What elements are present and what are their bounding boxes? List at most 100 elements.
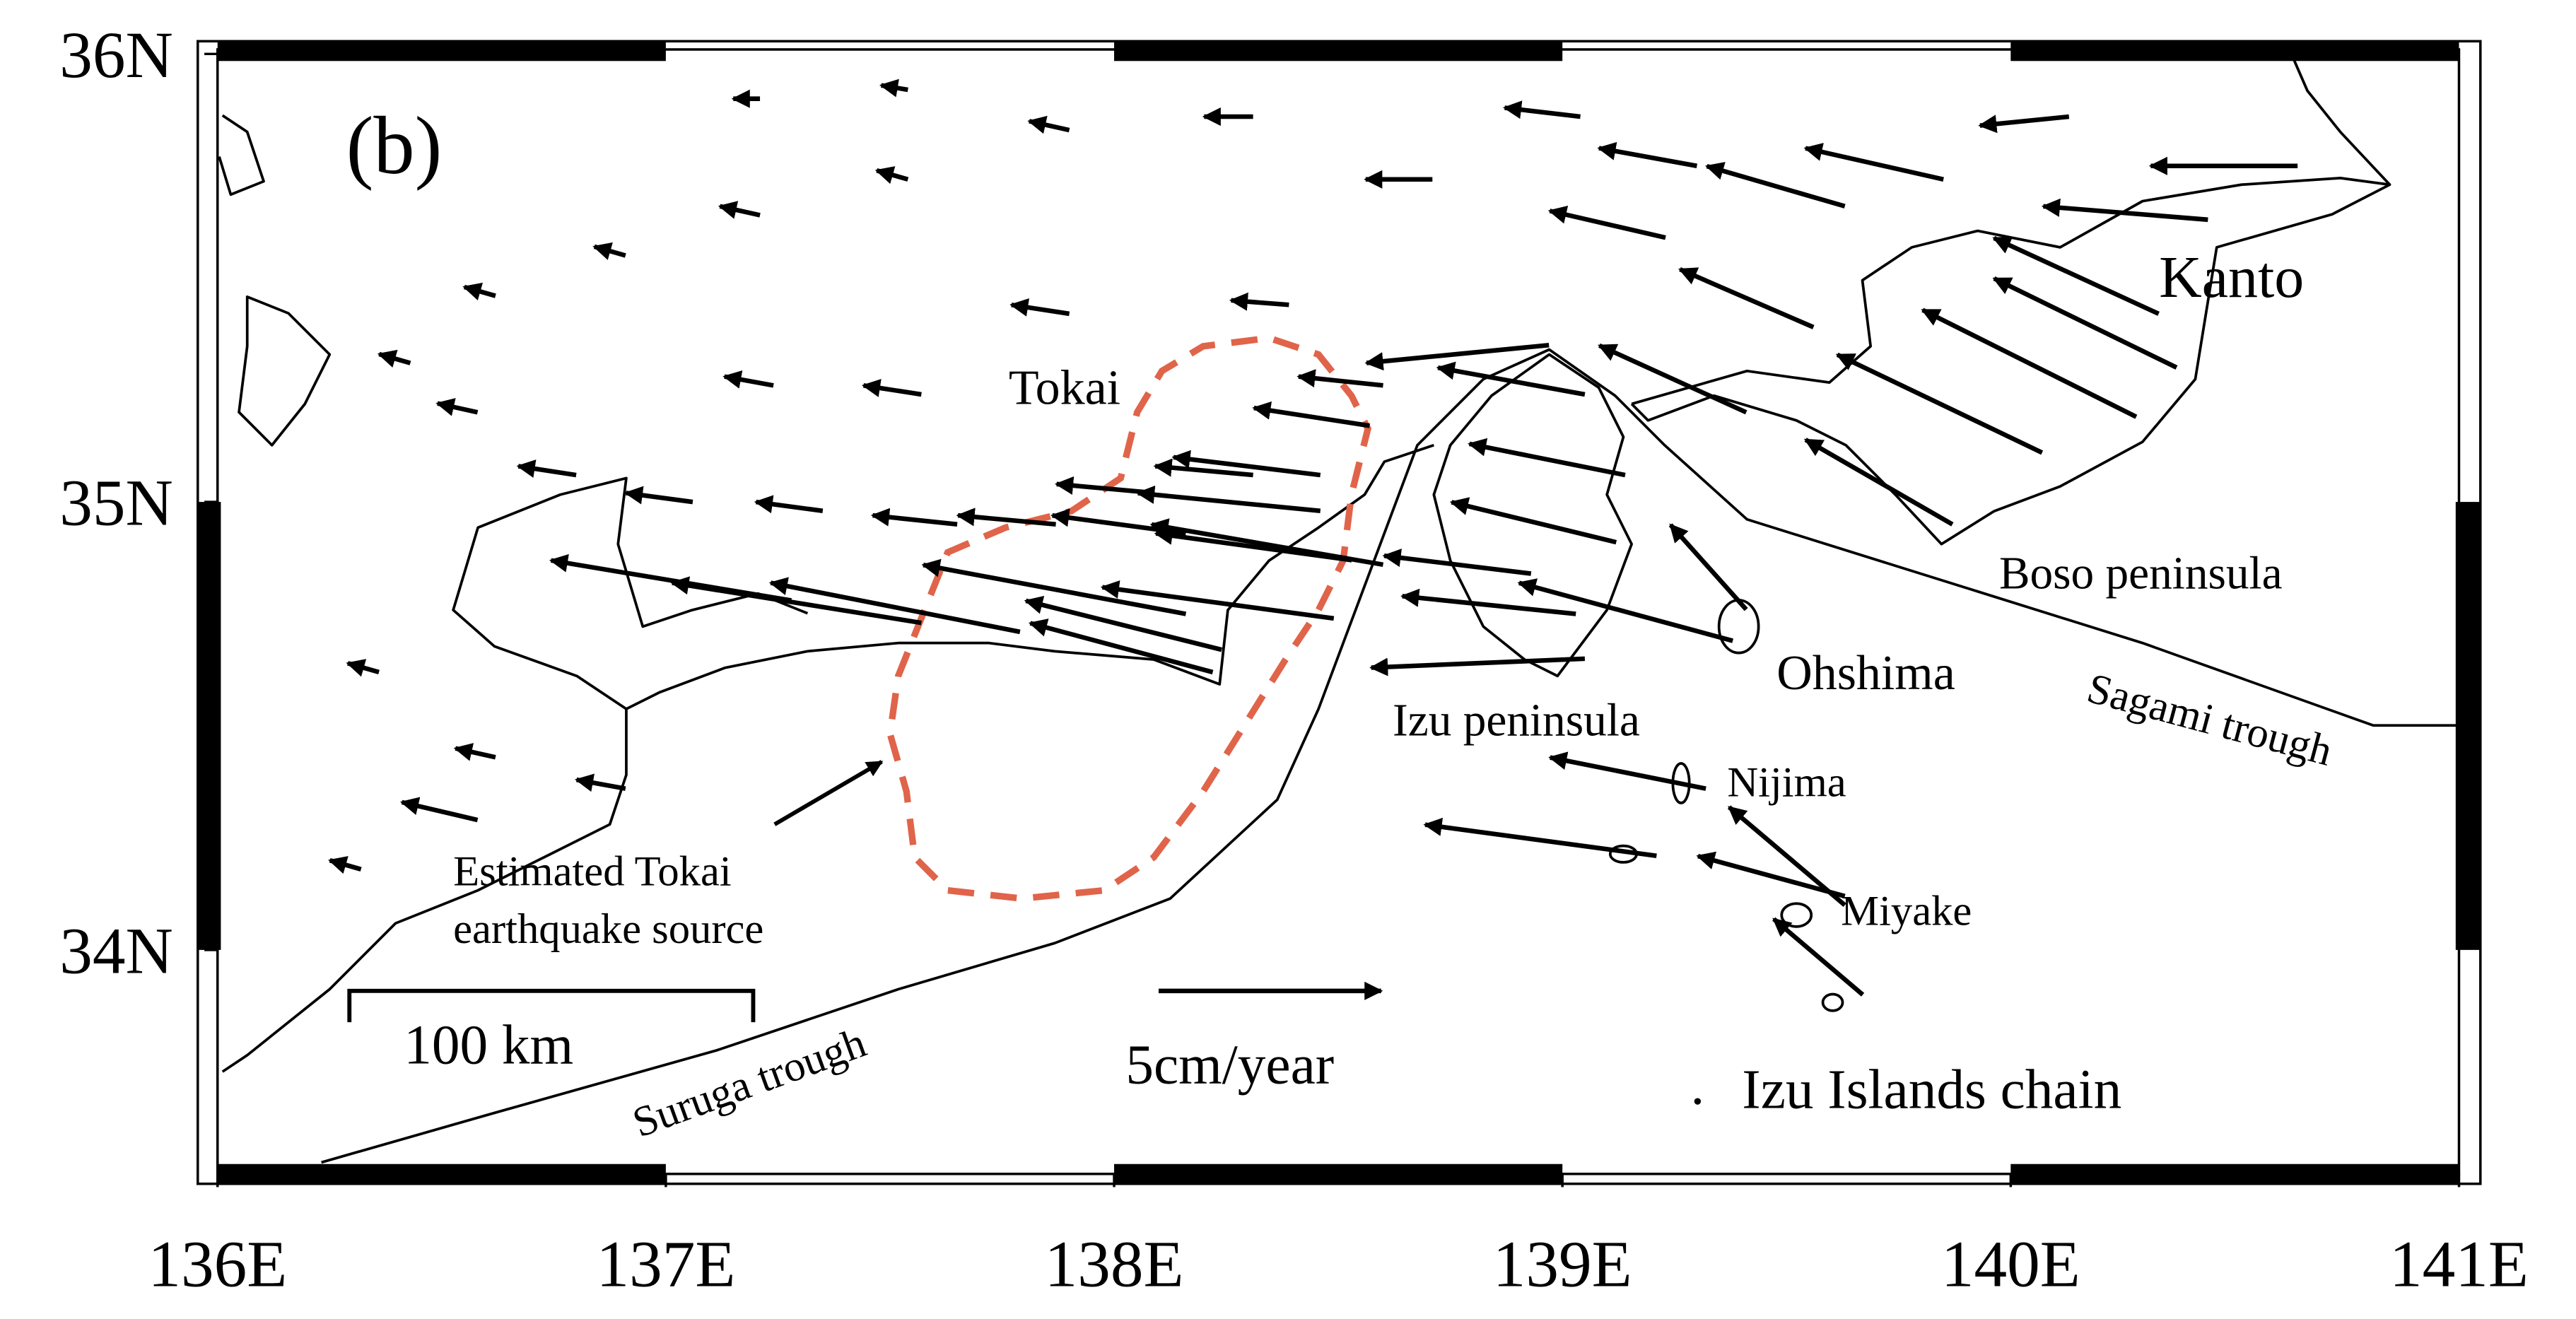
velocity-vector — [1921, 307, 2138, 419]
y-tick-label: 34N — [59, 915, 173, 987]
trough-label: Sagami trough — [2083, 664, 2337, 775]
ohshima-island — [1717, 599, 1760, 655]
velocity-vector — [1229, 292, 1289, 311]
velocity-vector — [1050, 508, 1186, 536]
x-tick-label: 140E — [1941, 1228, 2080, 1301]
velocity-vector — [1154, 526, 1352, 563]
velocity-vector — [1100, 580, 1335, 621]
velocity-vector — [1548, 751, 1706, 791]
place-label: Izu peninsula — [1393, 695, 1640, 746]
border-segment — [197, 502, 221, 950]
velocity-vector — [1803, 438, 1954, 527]
velocity-vector — [516, 459, 577, 478]
velocity-vector — [1171, 450, 1321, 478]
velocity-vector — [1252, 401, 1370, 428]
velocity-vector — [549, 553, 792, 603]
velocity-vector — [1517, 578, 1734, 643]
reference-arrow-label: 5cm/year — [1125, 1033, 1334, 1096]
velocity-vector — [1696, 851, 1846, 898]
border-segment — [1114, 41, 1563, 61]
velocity-vector — [879, 78, 908, 98]
velocity-vector — [1382, 549, 1532, 576]
velocity-vector — [1423, 817, 1657, 858]
velocity-vector — [722, 370, 774, 389]
place-label: Tokai — [1009, 360, 1120, 415]
tokai-coast — [221, 444, 1434, 1073]
source-pointer — [773, 760, 884, 826]
velocity-vector — [462, 282, 496, 300]
velocity-vector — [1597, 141, 1698, 168]
velocity-vector — [1598, 343, 1747, 415]
velocity-vector — [718, 201, 761, 219]
velocity-vector — [453, 743, 496, 761]
velocity-vector — [328, 856, 362, 874]
velocity-vector — [754, 495, 824, 514]
velocity-vector — [1436, 361, 1586, 397]
border-segment — [1114, 1163, 1563, 1184]
x-tick-label: 139E — [1493, 1228, 1632, 1301]
suruga-sagami-trough — [321, 348, 2459, 1164]
boso-coast — [1630, 177, 2391, 546]
velocity-vector — [1678, 267, 1815, 329]
velocity-vector — [1364, 343, 1550, 371]
labels: (b) Tokai Kanto Boso peninsula Ohshima S… — [346, 100, 2337, 1147]
velocity-vector — [1400, 588, 1576, 616]
velocity-vector — [1727, 805, 1846, 907]
border-segment — [217, 41, 666, 61]
velocity-vector — [1009, 298, 1070, 317]
velocity-vector — [874, 166, 909, 184]
velocity-vector — [399, 797, 479, 823]
ise-bay-coast — [452, 476, 809, 710]
velocity-vector — [1024, 595, 1223, 652]
velocity-vector — [1136, 485, 1321, 514]
biwa-coast — [238, 295, 332, 447]
velocity-vector — [1369, 656, 1586, 676]
velocity-vector — [956, 508, 1056, 527]
northwest-coast — [218, 114, 265, 197]
velocity-vector — [1803, 143, 1944, 182]
velocity-vector — [575, 773, 626, 792]
x-tick-label: 137E — [596, 1228, 735, 1301]
scale-bar — [347, 988, 756, 1023]
velocity-vector — [1835, 352, 2044, 455]
velocity-vector — [1978, 114, 2070, 134]
velocity-vector — [861, 379, 922, 397]
velocity-vector — [768, 577, 1021, 635]
mikura-island — [1821, 992, 1844, 1012]
velocity-vector — [1028, 619, 1214, 675]
velocity-vector — [1992, 235, 2160, 316]
velocity-vector — [1502, 100, 1581, 119]
velocity-vector — [1668, 523, 1748, 611]
place-label: Boso peninsula — [1999, 549, 2283, 599]
y-tick-label: 36N — [59, 19, 173, 92]
x-tick-label: 141E — [2389, 1228, 2529, 1301]
velocity-vector — [870, 508, 958, 527]
velocity-vector — [623, 486, 693, 505]
velocity-vector — [1705, 162, 1846, 209]
border-segment — [2010, 41, 2459, 61]
velocity-vector — [1468, 438, 1626, 478]
velocity-vector — [921, 558, 1187, 616]
source-label: Estimated Tokai — [453, 848, 732, 896]
velocity-vector — [346, 659, 380, 677]
velocity-vector — [1547, 205, 1666, 240]
velocity-vector — [1027, 115, 1070, 134]
inner-frame — [216, 48, 2461, 1176]
velocity-vector — [1992, 276, 2178, 370]
velocity-vector — [1153, 458, 1253, 478]
x-tick-label: 138E — [1045, 1228, 1184, 1301]
velocity-vector — [377, 349, 411, 368]
place-label: Izu Islands chain — [1742, 1058, 2121, 1120]
panel-label: (b) — [346, 100, 443, 192]
hachijo-island — [1694, 1098, 1702, 1105]
izu-coast — [1432, 353, 1633, 678]
velocity-vector — [1449, 497, 1617, 545]
velocity-vector — [1772, 917, 1865, 997]
y-tick-label: 35N — [59, 467, 173, 540]
x-tick-label: 136E — [148, 1228, 287, 1301]
place-label: Ohshima — [1776, 646, 1955, 700]
place-label: Nijima — [1727, 759, 1846, 807]
velocity-vector — [1055, 476, 1155, 496]
